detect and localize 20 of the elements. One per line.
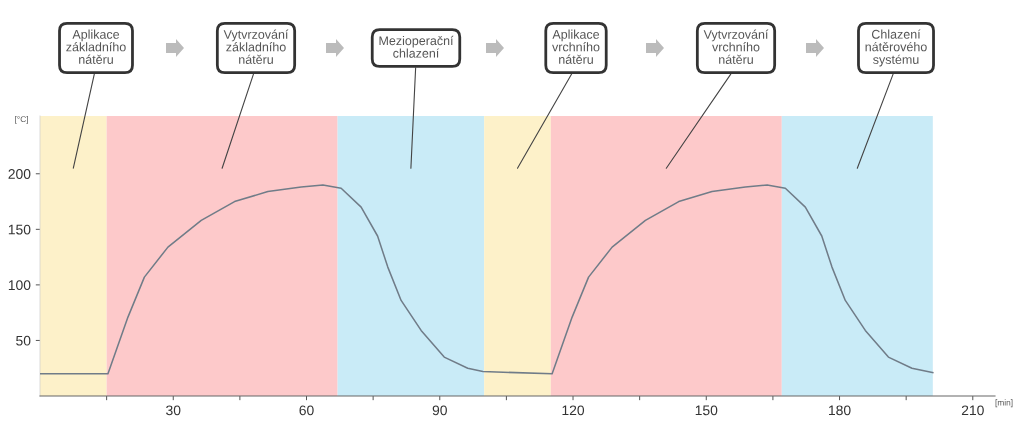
x-tick-label: 60 (299, 405, 314, 416)
band-label: Aplikace základního nátěru (66, 29, 126, 64)
x-axis-title: [min] (995, 399, 1013, 408)
y-tick-label: 50 (16, 335, 31, 346)
band-label: Aplikace vrchního nátěru (552, 29, 600, 64)
y-tick-label: 150 (8, 224, 31, 235)
x-tick-label: 120 (562, 405, 585, 416)
band-label: Mezioperační chlazení (379, 35, 454, 58)
x-tick-label: 180 (829, 405, 851, 416)
y-axis-title: [°C] (15, 116, 28, 124)
y-tick-label: 200 (8, 169, 31, 179)
x-tick-label: 90 (432, 405, 447, 416)
x-tick-label: 30 (166, 405, 181, 416)
y-tick-label: 100 (8, 280, 31, 291)
x-tick-label: 150 (695, 405, 718, 416)
x-tick-label: 210 (961, 405, 984, 416)
band-label: Vytvrzování vrchního nátěru (703, 29, 769, 64)
line-series (40, 184, 934, 375)
band-label: Vytvrzování základního nátěru (223, 29, 289, 64)
band-label: Chlazení nátěrového systému (865, 29, 927, 67)
